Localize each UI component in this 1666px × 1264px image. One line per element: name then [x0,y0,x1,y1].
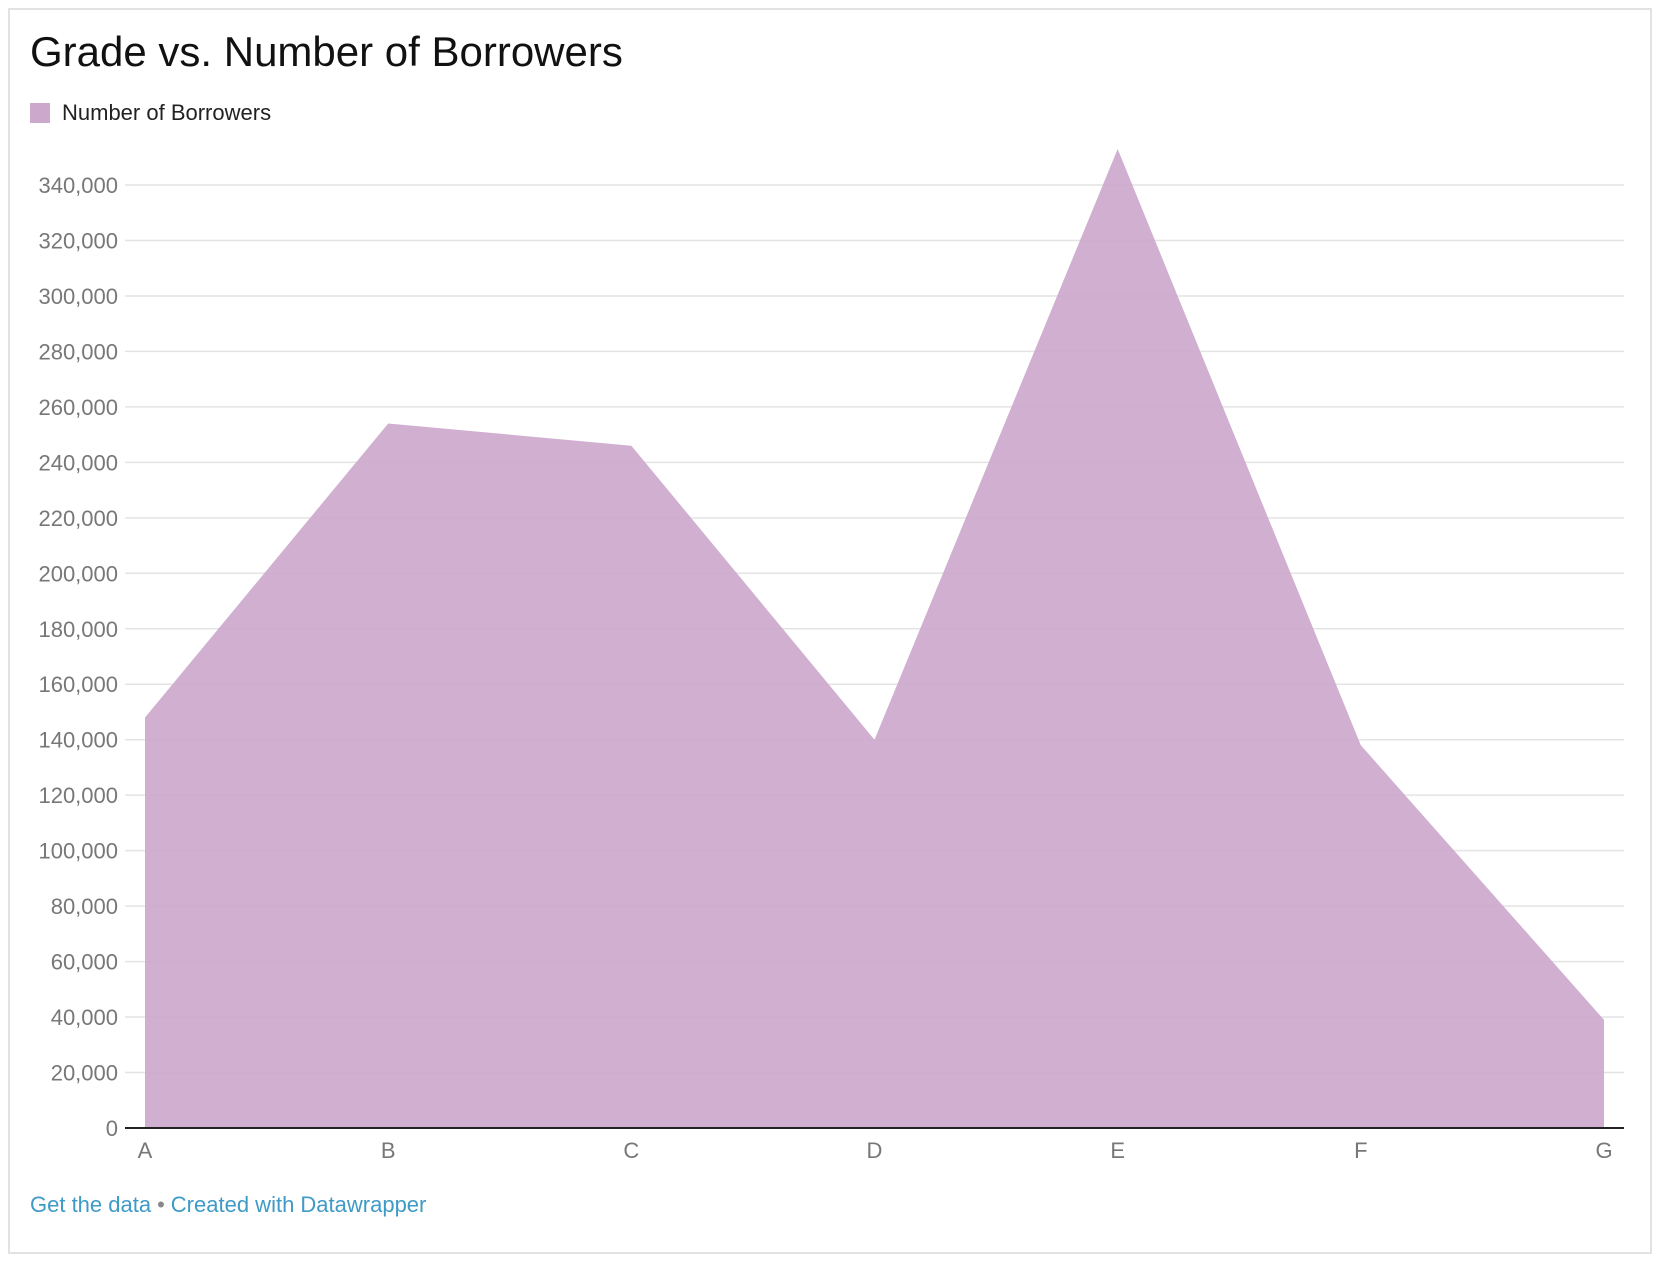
legend-swatch [30,103,50,123]
y-tick-label: 260,000 [38,395,118,420]
footer: Get the data • Created with Datawrapper [30,1192,426,1218]
x-tick-label: G [1595,1138,1612,1163]
y-tick-label: 100,000 [38,839,118,864]
y-tick-label: 340,000 [38,173,118,198]
x-tick-label: D [867,1138,883,1163]
y-tick-label: 200,000 [38,561,118,586]
footer-separator: • [157,1192,165,1217]
x-tick-label: B [381,1138,396,1163]
y-tick-label: 0 [106,1116,118,1141]
y-tick-label: 320,000 [38,228,118,253]
legend: Number of Borrowers [30,100,271,126]
y-tick-label: 300,000 [38,284,118,309]
axis-layer: 0 20,000 40,000 60,000 80,000 100,000 120,000 1… [38,173,1624,1163]
y-tick-label: 220,000 [38,506,118,531]
y-tick-label: 240,000 [38,450,118,475]
x-tick-label: A [138,1138,153,1163]
y-tick-label: 20,000 [51,1061,118,1086]
y-tick-label: 280,000 [38,339,118,364]
y-tick-label: 60,000 [51,950,118,975]
get-the-data-link[interactable]: Get the data [30,1192,152,1217]
y-tick-label: 120,000 [38,783,118,808]
area-layer [145,148,1604,1129]
y-tick-label: 40,000 [51,1005,118,1030]
y-tick-label: 180,000 [38,617,118,642]
area-series [145,148,1604,1129]
x-tick-label: C [623,1138,639,1163]
y-tick-label: 140,000 [38,728,118,753]
x-tick-label: E [1110,1138,1125,1163]
chart-title: Grade vs. Number of Borrowers [30,28,623,75]
created-with-datawrapper-link[interactable]: Created with Datawrapper [170,1192,427,1217]
legend-label: Number of Borrowers [62,100,272,125]
y-tick-label: 80,000 [51,894,118,919]
y-tick-label: 160,000 [38,672,118,697]
x-tick-label: F [1354,1138,1367,1163]
